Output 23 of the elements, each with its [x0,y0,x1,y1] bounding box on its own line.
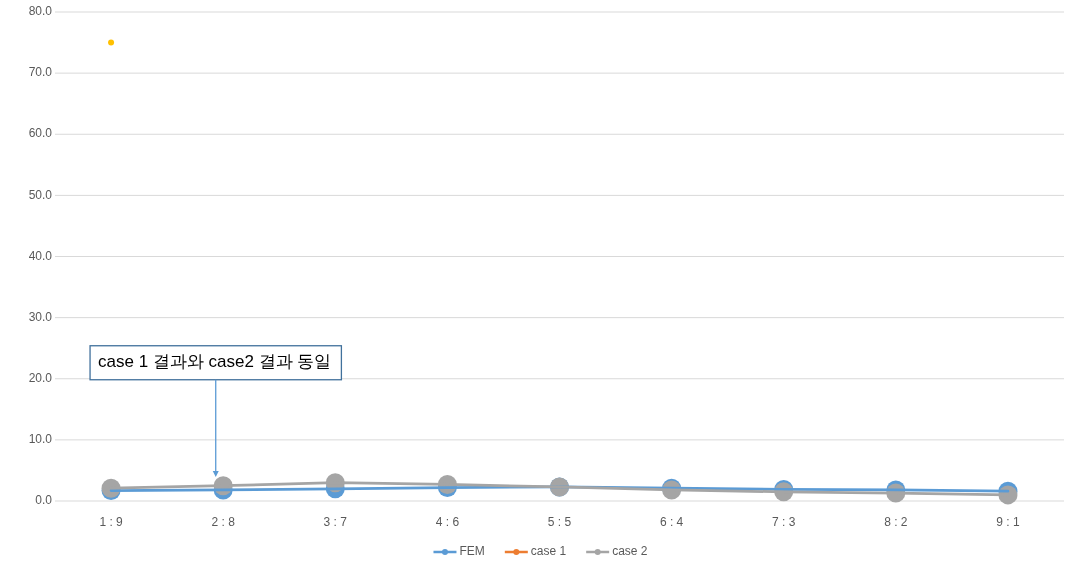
x-tick-label: 2 : 8 [211,515,236,530]
x-tick-label: 1 : 9 [99,515,124,530]
x-tick-label: 8 : 2 [884,515,908,530]
y-tick-label: 20.0 [28,370,53,385]
point [108,39,115,46]
x-tick-label: 5 : 5 [547,515,572,530]
x-tick-label: 3 : 7 [323,515,348,530]
legend-label: FEM [459,544,485,559]
x-tick-label: 9 : 1 [996,515,1020,530]
y-tick-label: 60.0 [28,126,53,141]
x-tick-label: 6 : 4 [659,515,684,530]
legend-label: case 2 [612,544,648,559]
annotation: case 1 결과와 case2 결과 동일 [98,352,332,372]
y-tick-label: 30.0 [28,309,53,324]
y-tick-label: 10.0 [28,432,53,447]
y-tick-label: 70.0 [28,65,53,80]
y-tick-label: 80.0 [28,4,53,19]
x-tick-label: 7 : 3 [772,515,796,530]
y-tick-label: 40.0 [28,248,53,263]
legend-label: case 1 [530,544,567,559]
y-tick-label: 50.0 [28,187,53,202]
y-tick-label: 0.0 [35,493,53,508]
x-tick-label: 4 : 6 [435,515,460,530]
